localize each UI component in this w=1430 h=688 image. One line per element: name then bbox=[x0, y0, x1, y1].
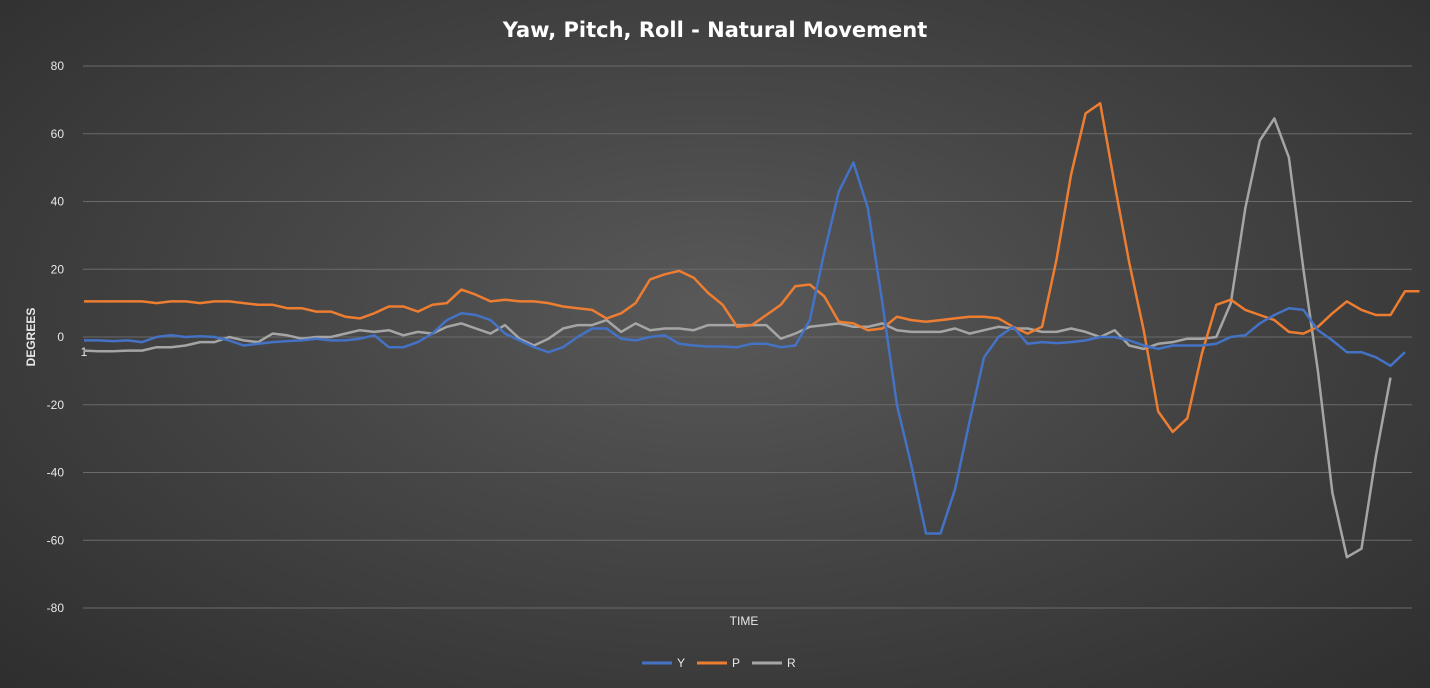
x-tick-label: 1 bbox=[81, 345, 88, 359]
y-tick-label: -60 bbox=[47, 533, 65, 547]
y-tick-label: -40 bbox=[47, 466, 65, 480]
y-tick-label: 20 bbox=[51, 262, 65, 276]
y-tick-label: -20 bbox=[47, 398, 65, 412]
y-tick-label: 80 bbox=[51, 59, 65, 73]
series-line-y bbox=[84, 161, 1406, 535]
y-axis-ticks: 80 60 40 20 0 -20 -40 -60 -80 bbox=[47, 59, 65, 615]
y-tick-label: 40 bbox=[51, 195, 65, 209]
y-tick-label: -80 bbox=[47, 601, 65, 615]
y-tick-label: 0 bbox=[57, 330, 64, 344]
y-axis-label: DEGREES bbox=[24, 308, 38, 367]
legend-label-p: P bbox=[732, 656, 740, 670]
legend-label-r: R bbox=[787, 656, 796, 670]
legend-label-y: Y bbox=[677, 656, 685, 670]
series-line-r bbox=[83, 117, 1392, 559]
legend: Y P R bbox=[642, 656, 796, 670]
series-lines bbox=[83, 102, 1420, 559]
y-tick-label: 60 bbox=[51, 127, 65, 141]
x-axis-label: TIME bbox=[730, 614, 759, 628]
chart-title: Yaw, Pitch, Roll - Natural Movement bbox=[502, 18, 928, 42]
gridlines bbox=[83, 65, 1412, 609]
series-line-p bbox=[84, 102, 1420, 434]
